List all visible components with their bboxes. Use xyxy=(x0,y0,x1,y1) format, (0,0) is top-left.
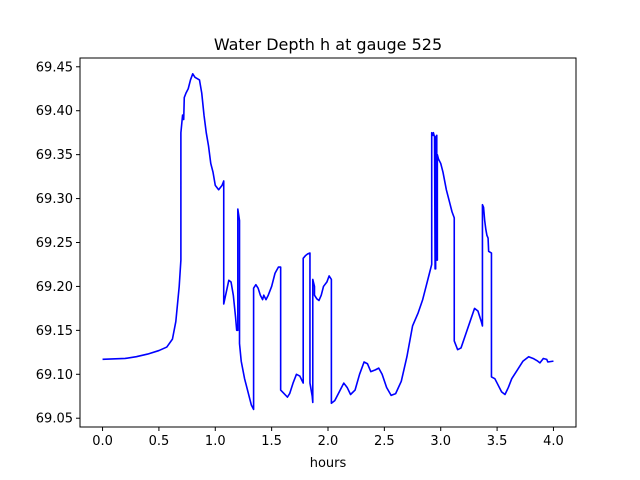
x-tick-label: 4.0 xyxy=(543,434,564,449)
x-tick-label: 1.0 xyxy=(205,434,226,449)
y-tick-label: 69.15 xyxy=(36,324,73,339)
y-tick-label: 69.35 xyxy=(36,148,73,163)
x-tick-label: 3.0 xyxy=(430,434,451,449)
x-tick-label: 2.5 xyxy=(374,434,395,449)
y-tick-label: 69.40 xyxy=(36,104,73,119)
y-tick-label: 69.10 xyxy=(36,368,73,383)
x-tick-label: 0.0 xyxy=(92,434,113,449)
y-tick-label: 69.20 xyxy=(36,280,73,295)
series-line-1 xyxy=(102,73,554,411)
x-tick-label: 2.0 xyxy=(318,434,339,449)
y-tick-label: 69.30 xyxy=(36,192,73,207)
x-axis-label: hours xyxy=(310,456,347,471)
y-tick-label: 69.25 xyxy=(36,236,73,251)
x-tick-label: 3.5 xyxy=(487,434,508,449)
x-axis: 0.0 0.5 1.0 1.5 2.0 2.5 3.0 3.5 4.0 xyxy=(92,427,564,449)
y-axis: 69.05 69.10 69.15 69.20 69.25 69.30 69.35 69.40… xyxy=(36,60,80,427)
y-tick-label: 69.05 xyxy=(36,412,73,427)
x-tick-label: 0.5 xyxy=(149,434,170,449)
chart-title: Water Depth h at gauge 525 xyxy=(214,35,442,54)
x-tick-label: 1.5 xyxy=(261,434,282,449)
y-tick-label: 69.45 xyxy=(36,60,73,75)
